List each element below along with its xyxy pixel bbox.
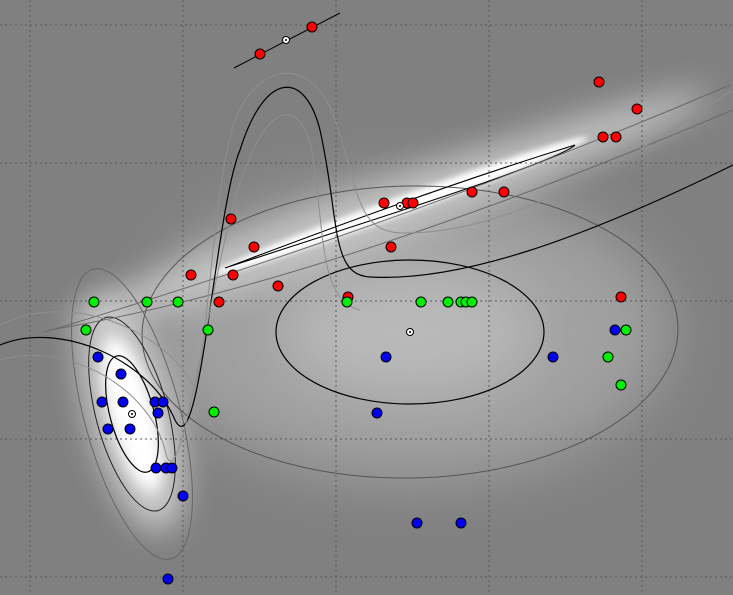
contour-large-inner bbox=[275, 259, 545, 405]
green-point-1 bbox=[141, 296, 153, 308]
contour-left-outer bbox=[71, 268, 193, 560]
contour-left-inner bbox=[105, 355, 159, 473]
blue-point-0 bbox=[609, 324, 621, 336]
boundary-curve-main bbox=[0, 86, 733, 427]
blue-point-18 bbox=[455, 517, 467, 529]
blue-point-9 bbox=[152, 407, 164, 419]
cluster-center-1 bbox=[396, 202, 404, 210]
red-point-13 bbox=[385, 241, 397, 253]
boundary-curve-outer-a bbox=[0, 72, 733, 385]
green-point-5 bbox=[442, 296, 454, 308]
contour-lines bbox=[0, 12, 733, 560]
cluster-center-0 bbox=[282, 36, 290, 44]
red-point-12 bbox=[248, 241, 260, 253]
red-point-4 bbox=[597, 131, 609, 143]
blue-point-10 bbox=[371, 407, 383, 419]
green-point-0 bbox=[88, 296, 100, 308]
blue-point-5 bbox=[96, 396, 108, 408]
cluster-center-3 bbox=[128, 410, 136, 418]
blue-point-1 bbox=[92, 351, 104, 363]
red-point-14 bbox=[185, 269, 197, 281]
green-point-8 bbox=[466, 296, 478, 308]
red-point-19 bbox=[615, 291, 627, 303]
contour-diagonal-inner bbox=[224, 144, 576, 269]
red-point-11 bbox=[225, 213, 237, 225]
red-point-2 bbox=[593, 76, 605, 88]
blue-point-3 bbox=[547, 351, 559, 363]
blue-point-2 bbox=[380, 351, 392, 363]
red-point-0 bbox=[306, 21, 318, 33]
green-point-13 bbox=[615, 379, 627, 391]
blue-point-15 bbox=[166, 462, 178, 474]
blue-point-19 bbox=[162, 573, 174, 585]
red-point-10 bbox=[407, 197, 419, 209]
blue-point-6 bbox=[117, 396, 129, 408]
blue-point-8 bbox=[157, 396, 169, 408]
cluster-centers bbox=[128, 36, 414, 418]
green-point-11 bbox=[620, 324, 632, 336]
red-point-18 bbox=[213, 296, 225, 308]
red-point-16 bbox=[272, 280, 284, 292]
green-point-3 bbox=[341, 296, 353, 308]
green-point-12 bbox=[602, 351, 614, 363]
red-point-8 bbox=[378, 197, 390, 209]
green-point-10 bbox=[202, 324, 214, 336]
blue-point-4 bbox=[115, 368, 127, 380]
blue-point-16 bbox=[177, 490, 189, 502]
blue-point-17 bbox=[411, 517, 423, 529]
blue-point-11 bbox=[102, 423, 114, 435]
blue-point-12 bbox=[124, 423, 136, 435]
blue-point-13 bbox=[150, 462, 162, 474]
red-point-1 bbox=[254, 48, 266, 60]
red-point-3 bbox=[631, 103, 643, 115]
red-point-7 bbox=[498, 186, 510, 198]
boundary-curve-outer-b bbox=[0, 114, 361, 462]
red-point-5 bbox=[610, 131, 622, 143]
red-point-15 bbox=[227, 269, 239, 281]
data-points bbox=[80, 21, 643, 585]
green-point-9 bbox=[80, 324, 92, 336]
contour-large-outer bbox=[141, 185, 679, 479]
green-point-2 bbox=[172, 296, 184, 308]
green-point-14 bbox=[208, 406, 220, 418]
cluster-center-2 bbox=[406, 328, 414, 336]
red-point-6 bbox=[466, 186, 478, 198]
green-point-4 bbox=[415, 296, 427, 308]
